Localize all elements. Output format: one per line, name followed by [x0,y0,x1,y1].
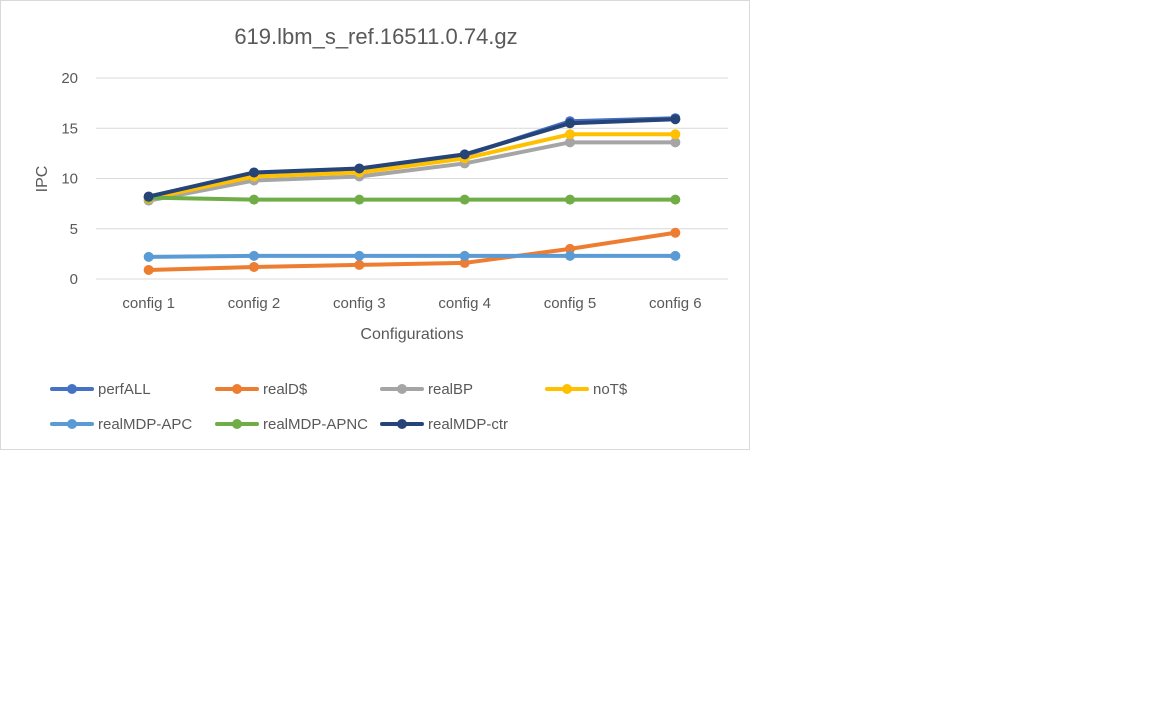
data-point [459,194,470,205]
legend-item: realBP [380,381,473,398]
legend-label: realBP [428,381,473,398]
data-point [565,118,575,129]
x-tick-label: config 5 [544,295,597,312]
legend-swatch-marker [397,384,407,394]
data-point [565,137,575,148]
data-point [459,250,470,261]
series-reald- [143,227,681,275]
line-chart: 619.lbm_s_ref.16511.0.74.gz 0 5 10 15 20 con… [34,24,728,433]
legend-label: perfALL [98,381,151,398]
gridlines [96,77,728,280]
x-axis-label: Configurations [360,326,463,343]
series-perfall [143,113,681,202]
series-line [146,132,678,201]
series-line [146,253,678,259]
y-tick-label: 0 [70,271,78,288]
chart-title: 619.lbm_s_ref.16511.0.74.gz [234,24,517,49]
series-realmdp-ctr [143,114,681,202]
series-realmdp-apnc [143,192,681,205]
data-point [565,194,575,205]
legend-swatch-marker [232,419,242,429]
y-tick-label: 15 [61,120,78,137]
data-point [354,250,365,261]
y-axis-label: IPC [34,166,51,193]
data-point [459,149,470,160]
data-point [459,257,470,268]
data-point [670,227,681,238]
y-tick-label: 10 [61,171,78,188]
legend-item: realMDP-APC [50,416,192,433]
data-point [143,251,154,262]
legend-label: realMDP-APC [98,416,192,433]
legend-label: noT$ [593,381,628,398]
series-realmdp-apc [143,250,681,262]
legend-item: realMDP-APNC [215,416,368,433]
data-point [249,167,259,178]
x-axis-ticks: config 1 config 2 config 3 config 4 config 5… [122,295,701,312]
series-line [146,230,678,272]
data-point [670,114,681,125]
series-realbp [143,137,681,206]
series-line [146,117,678,199]
legend-swatch-marker [562,384,572,394]
legend-swatch-marker [397,419,407,429]
data-point [143,264,154,275]
series-line [146,195,678,202]
legend-item: noT$ [545,381,628,398]
x-tick-label: config 2 [228,295,281,312]
data-point [249,261,259,272]
series-layer [143,113,681,275]
series-line [146,140,678,203]
y-tick-label: 20 [61,70,78,87]
x-tick-label: config 4 [438,295,491,312]
data-point [249,194,259,205]
data-point [670,194,681,205]
legend-label: realMDP-APNC [263,416,368,433]
legend-item: realMDP-ctr [380,416,508,433]
legend: perfALL realD$ realBP noT$ realMDP-APC realMD… [50,381,628,433]
data-point [143,191,154,202]
legend-item: realD$ [215,381,308,398]
data-point [565,129,575,140]
data-point [670,250,681,261]
data-point [354,163,365,174]
legend-label: realD$ [263,381,308,398]
data-point [565,243,575,254]
chart-frame [0,0,750,450]
data-point [565,250,575,261]
y-axis-ticks: 0 5 10 15 20 [61,70,78,288]
data-point [354,259,365,270]
data-point [670,137,681,148]
x-tick-label: config 1 [122,295,175,312]
legend-item: perfALL [50,381,151,398]
legend-swatch-marker [67,419,77,429]
legend-swatch-marker [67,384,77,394]
legend-swatch-marker [232,384,242,394]
legend-label: realMDP-ctr [428,416,508,433]
data-point [249,250,259,261]
y-tick-label: 5 [70,221,78,238]
data-point [354,194,365,205]
x-tick-label: config 3 [333,295,386,312]
data-point [670,129,681,140]
x-tick-label: config 6 [649,295,702,312]
